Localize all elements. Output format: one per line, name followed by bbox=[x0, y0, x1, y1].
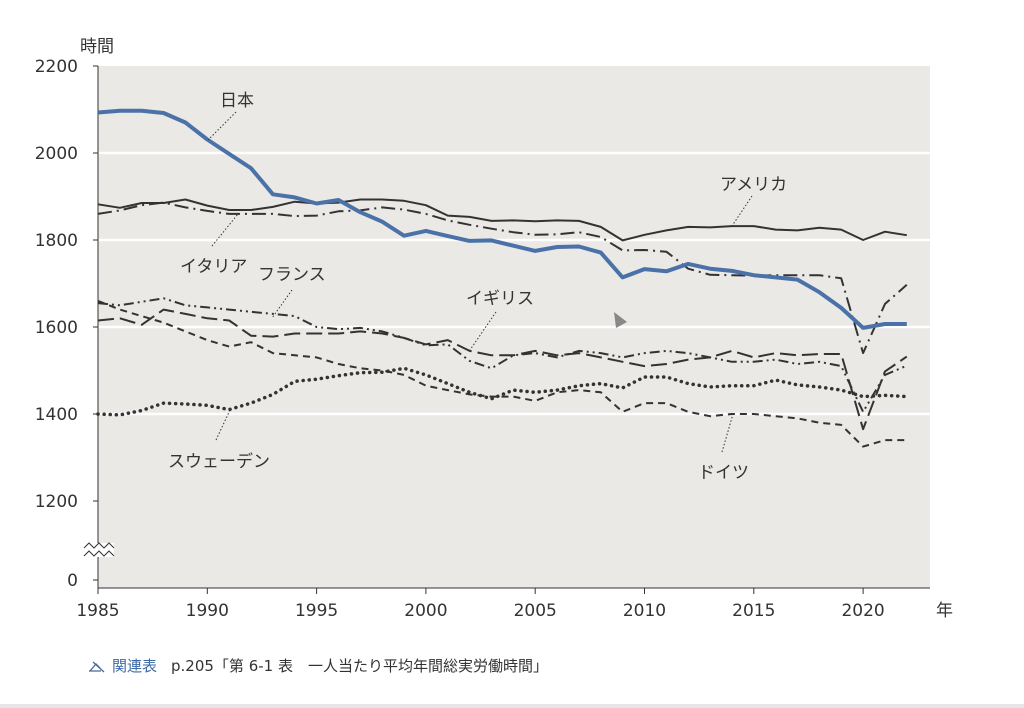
bottom-divider bbox=[0, 704, 1024, 708]
y-tick-label: 0 bbox=[67, 571, 78, 591]
x-tick-label: 2015 bbox=[732, 601, 775, 621]
x-tick-label: 2000 bbox=[404, 601, 447, 621]
y-tick-label: 1600 bbox=[35, 318, 78, 338]
series-label-japan: 日本 bbox=[220, 91, 254, 111]
y-tick-label: 2000 bbox=[35, 144, 78, 164]
y-tick-label: 2200 bbox=[35, 57, 78, 77]
reference-text: p.205「第 6-1 表 一人当たり平均年間総実労働時間」 bbox=[171, 657, 548, 675]
leader-line-germany bbox=[721, 413, 734, 453]
series-label-sweden: スウェーデン bbox=[168, 451, 270, 472]
series-label-italy: イタリア bbox=[180, 257, 247, 277]
x-tick-label: 2010 bbox=[623, 601, 666, 621]
y-tick-label: 1200 bbox=[35, 492, 78, 512]
series-label-germany: ドイツ bbox=[698, 463, 749, 483]
axis-break-icon bbox=[83, 542, 115, 557]
leader-line-usa bbox=[731, 195, 753, 227]
related-table-link[interactable]: 関連表 bbox=[112, 657, 158, 675]
axis-break-gap bbox=[84, 543, 114, 557]
y-axis-label: 時間 bbox=[80, 37, 114, 57]
series-label-usa: アメリカ bbox=[720, 175, 787, 195]
x-tick-label: 2020 bbox=[841, 601, 884, 621]
related-table-icon bbox=[89, 661, 105, 672]
y-tick-label: 1800 bbox=[35, 231, 78, 251]
series-line-0 bbox=[97, 108, 907, 330]
x-tick-label: 1985 bbox=[76, 601, 119, 621]
x-axis-label: 年 bbox=[936, 601, 953, 621]
leader-line-uk bbox=[469, 311, 497, 351]
series-label-france: フランス bbox=[258, 265, 326, 285]
series-line-5 bbox=[96, 366, 909, 417]
cursor-icon bbox=[614, 312, 627, 328]
series-line-2 bbox=[97, 201, 908, 355]
series-line-6 bbox=[97, 299, 907, 448]
leader-line-france bbox=[271, 289, 293, 319]
x-tick-label: 2005 bbox=[514, 601, 557, 621]
leader-line-japan bbox=[207, 111, 237, 141]
x-tick-label: 1995 bbox=[295, 601, 338, 621]
footer-reference: 関連表 p.205「第 6-1 表 一人当たり平均年間総実労働時間」 bbox=[88, 655, 548, 676]
series-label-uk: イギリス bbox=[466, 289, 534, 309]
series-line-3 bbox=[97, 297, 908, 413]
y-tick-label: 1400 bbox=[35, 405, 78, 425]
series-line-1 bbox=[97, 198, 907, 242]
series-line-4 bbox=[97, 308, 908, 431]
x-tick-label: 1990 bbox=[186, 601, 229, 621]
